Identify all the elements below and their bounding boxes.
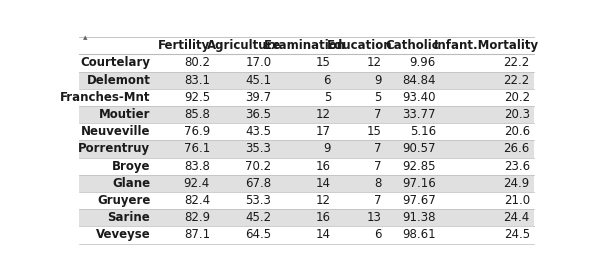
Text: 5.16: 5.16	[410, 125, 436, 138]
Text: 14: 14	[316, 177, 331, 190]
Text: 7: 7	[374, 194, 382, 207]
Bar	[80, 106, 533, 123]
Text: 91.38: 91.38	[402, 211, 436, 224]
Text: 20.6: 20.6	[504, 125, 530, 138]
Text: 15: 15	[316, 57, 331, 70]
Text: 98.61: 98.61	[402, 229, 436, 242]
Text: 97.67: 97.67	[402, 194, 436, 207]
Text: 70.2: 70.2	[245, 160, 271, 173]
Text: Infant.Mortality: Infant.Mortality	[434, 39, 539, 52]
Text: Glane: Glane	[112, 177, 150, 190]
Text: Broye: Broye	[112, 160, 150, 173]
Text: Gruyere: Gruyere	[97, 194, 150, 207]
Text: 92.5: 92.5	[184, 91, 210, 104]
Text: 82.4: 82.4	[184, 194, 210, 207]
Text: 6: 6	[374, 229, 382, 242]
Text: 83.1: 83.1	[184, 74, 210, 87]
Text: 85.8: 85.8	[184, 108, 210, 121]
Text: 76.1: 76.1	[184, 142, 210, 155]
Text: 92.4: 92.4	[184, 177, 210, 190]
Bar	[80, 54, 533, 71]
Text: 9: 9	[374, 74, 382, 87]
Text: 90.57: 90.57	[402, 142, 436, 155]
Text: 92.85: 92.85	[402, 160, 436, 173]
Text: 87.1: 87.1	[184, 229, 210, 242]
Text: 24.4: 24.4	[504, 211, 530, 224]
Bar	[80, 226, 533, 243]
Text: 8: 8	[374, 177, 382, 190]
Text: Delemont: Delemont	[87, 74, 150, 87]
Text: Porrentruy: Porrentruy	[78, 142, 150, 155]
Text: 20.2: 20.2	[504, 91, 530, 104]
Text: Catholic: Catholic	[386, 39, 440, 52]
Text: Veveyse: Veveyse	[96, 229, 150, 242]
Text: 43.5: 43.5	[246, 125, 271, 138]
Text: 7: 7	[374, 160, 382, 173]
Text: 6: 6	[324, 74, 331, 87]
Text: 9: 9	[324, 142, 331, 155]
Text: 17.0: 17.0	[245, 57, 271, 70]
Text: 16: 16	[316, 160, 331, 173]
Text: 12: 12	[367, 57, 382, 70]
Text: Courtelary: Courtelary	[80, 57, 150, 70]
Text: 13: 13	[367, 211, 382, 224]
Bar	[80, 158, 533, 175]
Text: 45.2: 45.2	[245, 211, 271, 224]
Bar	[80, 37, 533, 54]
Text: Agriculture: Agriculture	[208, 39, 282, 52]
Text: 93.40: 93.40	[402, 91, 436, 104]
Text: ▴: ▴	[83, 33, 87, 42]
Text: 35.3: 35.3	[246, 142, 271, 155]
Bar	[80, 123, 533, 140]
Text: 97.16: 97.16	[402, 177, 436, 190]
Text: 21.0: 21.0	[504, 194, 530, 207]
Bar	[80, 140, 533, 158]
Text: 16: 16	[316, 211, 331, 224]
Bar	[80, 71, 533, 89]
Text: 12: 12	[316, 194, 331, 207]
Text: Education: Education	[327, 39, 393, 52]
Text: 76.9: 76.9	[184, 125, 210, 138]
Text: 24.5: 24.5	[504, 229, 530, 242]
Bar	[80, 209, 533, 226]
Text: 9.96: 9.96	[410, 57, 436, 70]
Text: Sarine: Sarine	[108, 211, 150, 224]
Bar	[80, 89, 533, 106]
Text: 17: 17	[316, 125, 331, 138]
Text: 82.9: 82.9	[184, 211, 210, 224]
Bar	[80, 192, 533, 209]
Text: 84.84: 84.84	[402, 74, 436, 87]
Text: 12: 12	[316, 108, 331, 121]
Text: 53.3: 53.3	[246, 194, 271, 207]
Bar	[80, 175, 533, 192]
Text: 67.8: 67.8	[245, 177, 271, 190]
Text: 20.3: 20.3	[504, 108, 530, 121]
Text: 64.5: 64.5	[245, 229, 271, 242]
Text: 22.2: 22.2	[504, 57, 530, 70]
Text: 33.77: 33.77	[402, 108, 436, 121]
Text: 45.1: 45.1	[245, 74, 271, 87]
Text: 26.6: 26.6	[504, 142, 530, 155]
Text: Examination: Examination	[264, 39, 346, 52]
Text: Neuveville: Neuveville	[81, 125, 150, 138]
Text: 39.7: 39.7	[245, 91, 271, 104]
Text: 22.2: 22.2	[504, 74, 530, 87]
Text: 83.8: 83.8	[184, 160, 210, 173]
Text: Fertility: Fertility	[158, 39, 210, 52]
Text: 7: 7	[374, 142, 382, 155]
Text: 23.6: 23.6	[504, 160, 530, 173]
Text: 36.5: 36.5	[246, 108, 271, 121]
Text: 7: 7	[374, 108, 382, 121]
Text: 15: 15	[367, 125, 382, 138]
Text: 24.9: 24.9	[504, 177, 530, 190]
Text: 80.2: 80.2	[184, 57, 210, 70]
Text: 5: 5	[374, 91, 382, 104]
Text: 14: 14	[316, 229, 331, 242]
Text: Franches-Mnt: Franches-Mnt	[60, 91, 150, 104]
Text: 5: 5	[324, 91, 331, 104]
Text: Moutier: Moutier	[99, 108, 150, 121]
